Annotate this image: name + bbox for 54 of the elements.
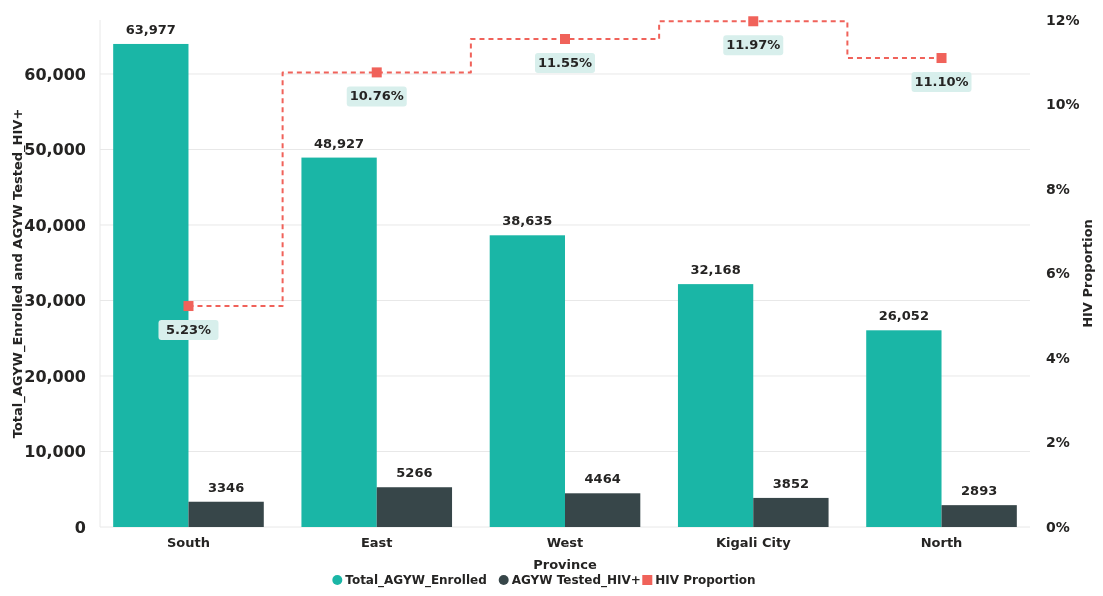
y2-tick-label: 8% xyxy=(1046,180,1070,197)
y-tick-label: 20,000 xyxy=(24,366,86,386)
data-label: 10.76% xyxy=(349,88,404,104)
y2-tick-label: 10% xyxy=(1046,96,1080,113)
y-tick-label: 50,000 xyxy=(24,140,86,160)
point xyxy=(560,34,570,45)
y2-tick-label: 6% xyxy=(1046,265,1070,282)
x-tick-label: South xyxy=(166,535,210,550)
y2-tick-label: 0% xyxy=(1046,518,1070,535)
x-tick-label: Kigali City xyxy=(715,535,792,550)
bar xyxy=(301,157,377,527)
bar xyxy=(489,235,565,527)
bar xyxy=(941,505,1017,527)
bar xyxy=(565,493,641,527)
bar xyxy=(188,501,264,527)
data-label: 11.97% xyxy=(726,37,781,53)
x-tick-label: North xyxy=(920,535,963,550)
legend-label: Total_AGYW_Enrolled xyxy=(345,573,487,589)
legend-label: AGYW Tested_HIV+ xyxy=(511,573,641,589)
x-axis-title: Province xyxy=(533,557,597,572)
y-tick-label: 40,000 xyxy=(24,215,86,235)
bar xyxy=(677,284,754,527)
data-label: 11.55% xyxy=(537,55,593,71)
data-label: 11.10% xyxy=(914,74,969,90)
x-tick-label: West xyxy=(546,535,584,550)
bar xyxy=(866,330,942,527)
y-tick-label: 10,000 xyxy=(24,442,86,462)
point xyxy=(371,67,382,78)
data-label: 38,635 xyxy=(502,213,553,229)
y2-axis-title: HIV Proportion xyxy=(1080,219,1095,328)
bar xyxy=(376,487,453,527)
y2-tick-label: 2% xyxy=(1046,434,1070,451)
data-label: 48,927 xyxy=(314,135,365,151)
data-label: 3346 xyxy=(208,479,245,495)
data-label: 4464 xyxy=(584,471,621,487)
y-tick-label: 0 xyxy=(74,517,86,537)
y2-tick-label: 12% xyxy=(1046,11,1080,28)
bar xyxy=(753,497,829,527)
y-tick-label: 30,000 xyxy=(24,291,86,311)
data-label: 63,977 xyxy=(125,21,176,37)
point xyxy=(183,301,194,312)
data-label: 3852 xyxy=(772,475,809,491)
data-label: 32,168 xyxy=(690,262,741,278)
data-label: 2893 xyxy=(961,483,998,499)
data-label: 26,052 xyxy=(878,308,929,324)
point xyxy=(936,53,947,64)
y-tick-label: 60,000 xyxy=(24,64,86,84)
data-label: 5266 xyxy=(396,465,433,481)
y-axis-title: Total_AGYW_Enrolled and AGYW Tested_HIV+ xyxy=(10,108,26,439)
legend-label: HIV Proportion xyxy=(655,573,756,588)
y2-tick-label: 4% xyxy=(1046,349,1070,366)
x-tick-label: East xyxy=(360,535,393,550)
point xyxy=(748,16,759,27)
data-label: 5.23% xyxy=(165,322,212,338)
